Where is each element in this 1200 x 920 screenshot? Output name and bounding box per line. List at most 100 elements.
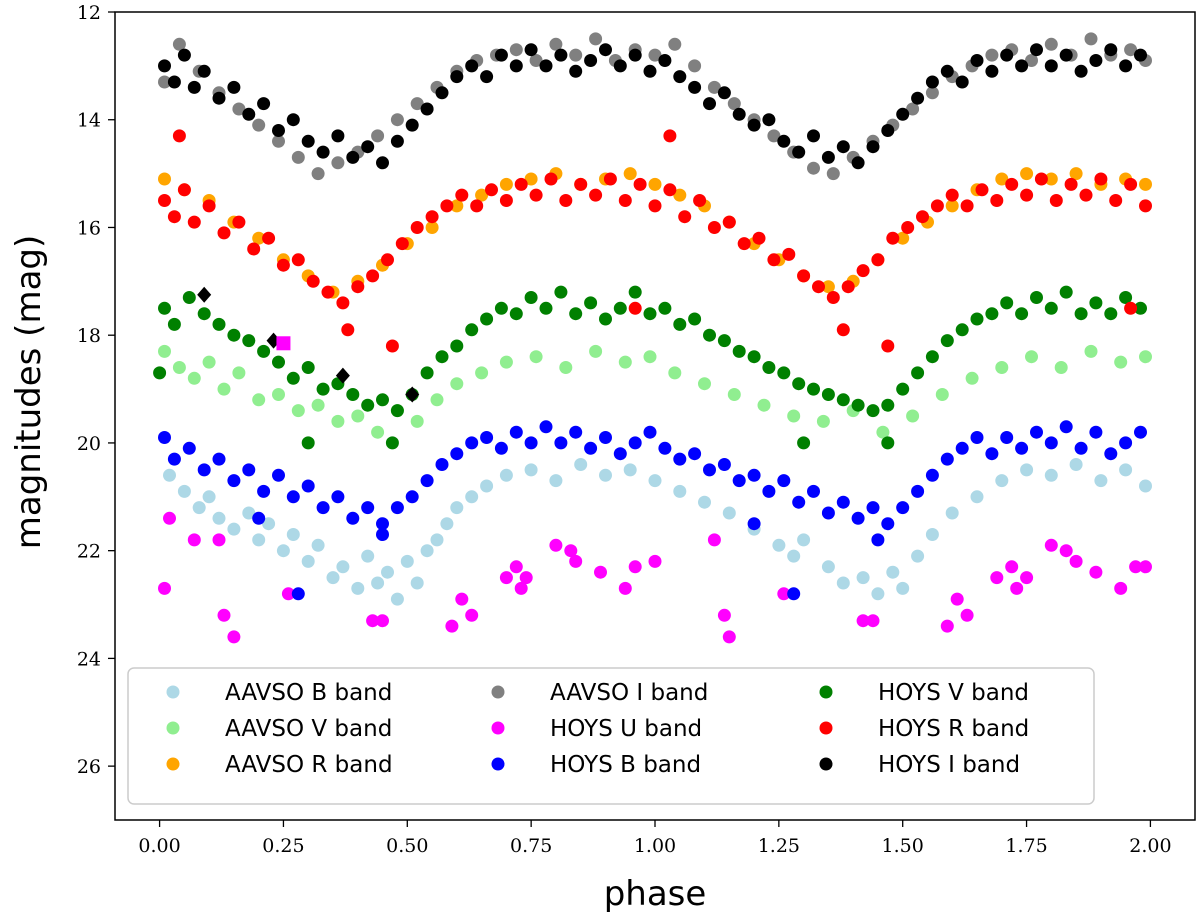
data-point <box>916 210 929 224</box>
data-point <box>366 269 380 283</box>
data-point <box>960 199 974 213</box>
data-point <box>272 134 285 148</box>
data-point <box>381 253 394 267</box>
data-point <box>975 183 989 197</box>
data-point <box>965 371 979 385</box>
plot-area <box>153 32 1152 644</box>
data-point <box>529 54 543 67</box>
data-point <box>970 312 984 326</box>
data-point <box>643 307 657 321</box>
data-point <box>247 242 261 256</box>
data-point <box>707 221 721 234</box>
data-point <box>465 436 479 450</box>
data-point <box>227 474 241 488</box>
data-point <box>465 59 479 73</box>
data-point <box>1059 285 1073 299</box>
data-point <box>807 129 820 143</box>
data-point <box>906 102 920 116</box>
data-point <box>549 474 563 488</box>
data-point <box>821 506 835 520</box>
data-point <box>1030 291 1043 304</box>
data-point <box>688 80 702 94</box>
data-point <box>1015 307 1029 321</box>
data-point <box>886 565 900 579</box>
data-point <box>925 468 939 482</box>
data-point <box>623 463 637 477</box>
data-point <box>618 581 632 595</box>
data-point <box>1074 64 1088 78</box>
data-point <box>376 517 389 531</box>
data-point <box>1124 301 1138 315</box>
data-point <box>1044 436 1058 450</box>
data-point <box>911 484 925 498</box>
data-point <box>911 549 925 563</box>
data-point <box>821 280 835 294</box>
y-tick-label: 16 <box>77 217 101 239</box>
data-point <box>1129 560 1143 574</box>
data-point <box>187 80 201 94</box>
data-point <box>648 554 662 568</box>
data-point <box>281 587 295 601</box>
data-point <box>1020 571 1034 585</box>
data-point <box>1000 431 1014 444</box>
data-point <box>1139 350 1152 364</box>
data-point <box>673 70 687 84</box>
data-point <box>187 533 201 547</box>
data-point <box>480 70 494 84</box>
data-point <box>361 398 375 412</box>
data-point <box>465 608 479 622</box>
data-point <box>797 269 811 283</box>
data-point <box>663 183 677 197</box>
data-point <box>990 571 1004 585</box>
legend-entry: HOYS V band <box>878 680 1029 706</box>
data-point <box>346 511 360 525</box>
data-point <box>272 355 285 369</box>
series-1 <box>158 344 1152 439</box>
data-point <box>257 484 271 498</box>
legend-marker <box>491 685 505 699</box>
x-tick-label: 1.75 <box>1005 835 1047 857</box>
data-point <box>925 350 939 364</box>
data-point <box>1089 296 1103 310</box>
data-point <box>945 199 959 213</box>
data-point <box>212 317 226 331</box>
data-point <box>252 393 266 407</box>
data-point <box>871 533 885 547</box>
data-point <box>242 506 256 520</box>
data-point <box>539 420 553 434</box>
data-point <box>400 554 414 568</box>
data-point <box>252 231 266 245</box>
data-point <box>812 280 825 294</box>
data-point <box>851 398 865 412</box>
data-point <box>272 468 285 482</box>
data-point <box>594 565 607 579</box>
data-point <box>990 194 1004 207</box>
data-point <box>301 134 315 148</box>
data-point <box>851 511 865 525</box>
data-point <box>985 307 999 321</box>
data-point <box>866 501 880 515</box>
data-point <box>519 571 533 585</box>
data-point <box>1044 468 1058 482</box>
data-point <box>1020 167 1034 181</box>
data-point <box>1025 54 1038 67</box>
data-point <box>212 511 226 525</box>
legend-entry: HOYS I band <box>878 752 1020 778</box>
y-tick-label: 24 <box>77 648 101 670</box>
data-point <box>252 118 266 132</box>
data-point <box>316 145 330 159</box>
data-point <box>648 177 662 191</box>
data-point <box>291 150 305 164</box>
data-point <box>564 544 578 558</box>
y-tick-label: 14 <box>77 110 101 132</box>
data-point <box>376 156 389 170</box>
data-point <box>797 533 811 547</box>
data-point <box>940 64 954 78</box>
data-point <box>1079 188 1093 202</box>
data-point <box>747 468 761 482</box>
data-point <box>1059 48 1073 62</box>
data-point <box>158 194 171 207</box>
data-point <box>762 113 776 127</box>
data-point <box>158 172 171 186</box>
